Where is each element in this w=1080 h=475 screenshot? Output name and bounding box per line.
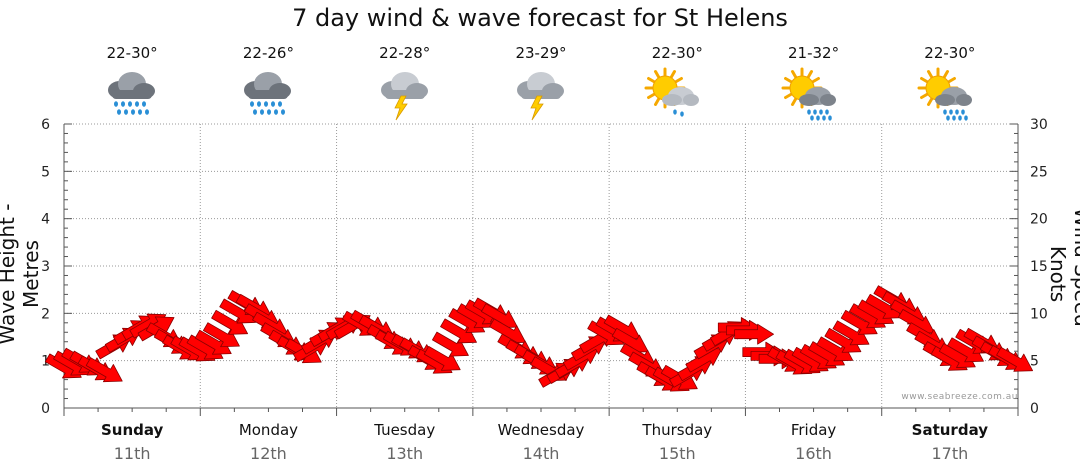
- day-date-label: 13th: [386, 444, 424, 463]
- day-date-label: 16th: [795, 444, 832, 463]
- wind-arrow: [816, 336, 854, 362]
- wind-arrow: [947, 337, 984, 363]
- wind-arrow: [996, 346, 1034, 372]
- wind-arrow: [440, 318, 477, 344]
- y-left-tick-label: 5: [41, 164, 50, 180]
- wind-arrow: [85, 357, 123, 383]
- wind-arrow: [202, 322, 240, 348]
- day-name-label: Saturday: [911, 421, 989, 439]
- y-left-tick-label: 6: [41, 117, 50, 133]
- chart-title: 7 day wind & wave forecast for St Helens: [292, 4, 788, 32]
- thunderstorm-icon: [380, 72, 428, 121]
- day-date-label: 12th: [250, 444, 287, 463]
- y-left-tick-label: 2: [41, 306, 50, 322]
- wind-arrow: [824, 327, 862, 353]
- y-right-tick-label: 0: [1030, 401, 1039, 417]
- day-name-label: Friday: [790, 421, 837, 439]
- wind-arrow: [734, 323, 774, 345]
- day-temp-range: 22-26°: [242, 44, 294, 62]
- y-left-tick-label: 4: [41, 212, 50, 228]
- wind-arrow: [219, 298, 257, 324]
- day-temp-range: 22-30°: [106, 44, 158, 62]
- y-right-tick-label: 20: [1030, 212, 1048, 228]
- wind-arrow: [431, 331, 469, 357]
- y-axis-right-label: Wind Speed - Knots: [1046, 207, 1080, 341]
- day-temp-range: 23-29°: [515, 44, 567, 62]
- wind-arrow: [865, 293, 903, 319]
- day-date-label: 17th: [931, 444, 969, 463]
- wind-arrow: [423, 345, 461, 371]
- sun-rain-cloud-icon: [781, 67, 836, 121]
- day-name-label: Wednesday: [497, 421, 585, 439]
- y-right-tick-label: 15: [1030, 259, 1048, 275]
- day-name-label: Monday: [238, 421, 299, 439]
- y-right-tick-label: 10: [1030, 306, 1048, 322]
- day-temp-range: 22-30°: [924, 44, 976, 62]
- day-date-label: 11th: [113, 444, 151, 463]
- day-name-label: Sunday: [100, 421, 164, 439]
- day-date-label: 14th: [522, 444, 560, 463]
- wind-arrow: [194, 329, 232, 355]
- sun-rain-cloud-icon: [917, 67, 972, 121]
- y-right-tick-label: 30: [1030, 117, 1048, 133]
- day-date-label: 15th: [658, 444, 696, 463]
- y-right-tick-label: 5: [1030, 354, 1039, 370]
- thunderstorm-icon: [517, 72, 564, 121]
- day-name-label: Thursday: [642, 421, 713, 439]
- day-name-label: Tuesday: [374, 421, 436, 439]
- sun-cloud-showers-icon: [644, 67, 700, 117]
- day-temp-range: 22-30°: [651, 44, 703, 62]
- credit-watermark: www.seabreeze.com.au: [901, 392, 1018, 402]
- rain-cloud-icon: [108, 72, 156, 115]
- y-left-tick-label: 3: [41, 259, 50, 275]
- y-right-tick-label: 25: [1030, 164, 1048, 180]
- y-left-tick-label: 0: [41, 401, 50, 417]
- rain-cloud-icon: [244, 72, 292, 115]
- day-temp-range: 22-28°: [379, 44, 431, 62]
- y-axis-left-label: Wave Height - Metres: [0, 204, 43, 345]
- wind-arrow: [832, 320, 870, 346]
- wind-arrow: [211, 309, 249, 335]
- day-temp-range: 21-32°: [788, 44, 840, 62]
